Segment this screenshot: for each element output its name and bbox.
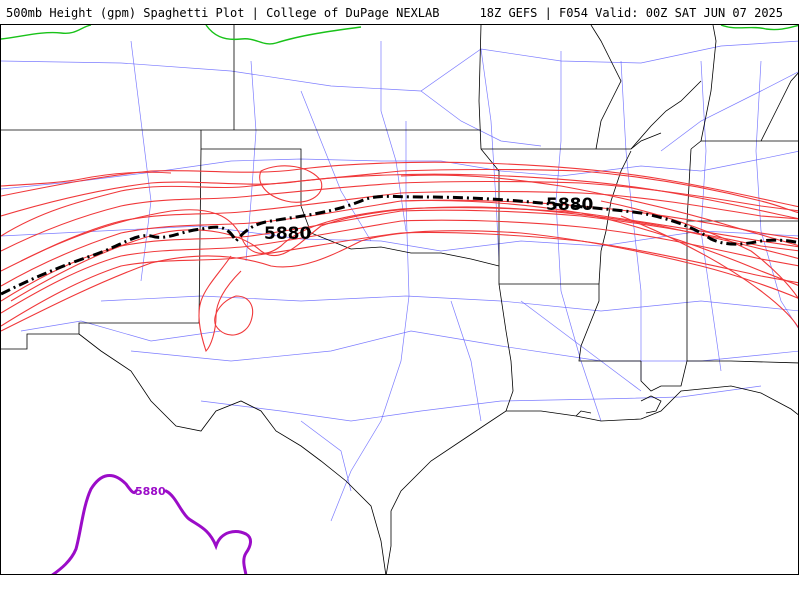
mean-label-east: 5880	[546, 195, 593, 215]
highway-network	[1, 40, 798, 522]
map-header: 500mb Height (gpm) Spaghetti Plot | Coll…	[0, 0, 800, 24]
plot-title: 500mb Height (gpm) Spaghetti Plot | Coll…	[6, 6, 440, 20]
map-canvas: 5880 5880 5880	[1, 25, 798, 574]
ensemble-members	[1, 161, 798, 353]
state-boundaries	[1, 25, 798, 574]
ensemble-mean: 5880 5880	[1, 194, 798, 296]
run-info: 18Z GEFS | F054 Valid: 00Z SAT JUN 07 20…	[479, 6, 783, 20]
green-contour	[1, 25, 798, 45]
purple-contour: 5880	[51, 474, 252, 574]
mean-label-west: 5880	[264, 224, 311, 244]
map-frame: 5880 5880 5880	[0, 24, 799, 575]
purple-contour-label: 5880	[135, 485, 166, 498]
